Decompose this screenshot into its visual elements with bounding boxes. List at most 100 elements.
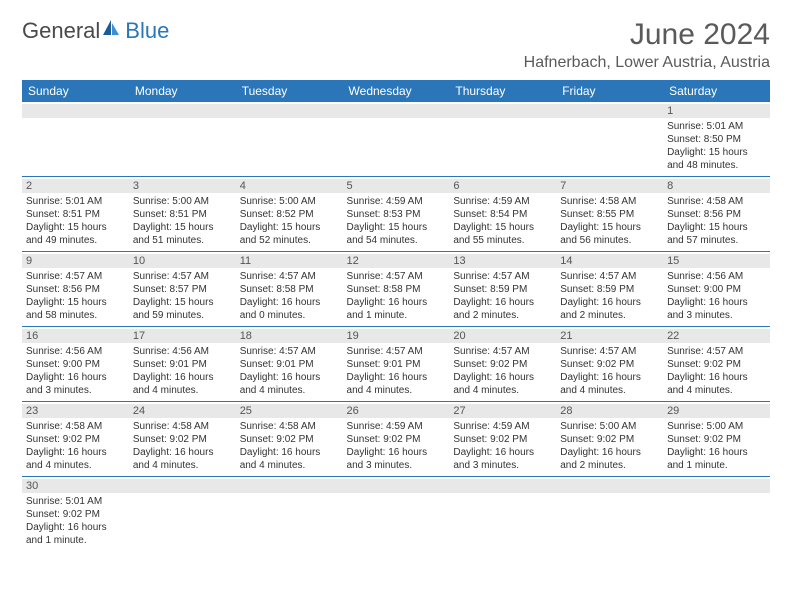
calendar-day-cell: 15 Sunrise: 4:56 AM Sunset: 9:00 PM Dayli…: [663, 252, 770, 327]
day-sun-info: Sunrise: 4:58 AM Sunset: 8:56 PM Dayligh…: [667, 195, 766, 247]
calendar-day-cell: 29 Sunrise: 5:00 AM Sunset: 9:02 PM Dayli…: [663, 402, 770, 477]
calendar-day-cell: 24Sunrise: 4:58 AM Sunset: 9:02 PM Dayli…: [129, 402, 236, 477]
day-number: 19: [343, 329, 450, 343]
weekday-header: Wednesday: [343, 80, 450, 102]
day-number: [236, 104, 343, 118]
day-number: 20: [449, 329, 556, 343]
calendar-day-cell: 18 Sunrise: 4:57 AM Sunset: 9:01 PM Dayli…: [236, 327, 343, 402]
month-title: June 2024: [524, 18, 770, 52]
day-number: 15: [663, 254, 770, 268]
weekday-header: Sunday: [22, 80, 129, 102]
day-sun-info: Sunrise: 4:59 AM Sunset: 9:02 PM Dayligh…: [347, 420, 446, 472]
calendar-day-cell: [556, 102, 663, 177]
day-sun-info: Sunrise: 4:58 AM Sunset: 9:02 PM Dayligh…: [26, 420, 125, 472]
day-number: [663, 479, 770, 493]
calendar-week-row: 16 Sunrise: 4:56 AM Sunset: 9:00 PM Dayli…: [22, 327, 770, 402]
calendar-day-cell: [129, 102, 236, 177]
day-number: 8: [663, 179, 770, 193]
calendar-day-cell: [343, 477, 450, 552]
day-number: [556, 104, 663, 118]
day-number: 18: [236, 329, 343, 343]
day-sun-info: Sunrise: 4:56 AM Sunset: 9:00 PM Dayligh…: [26, 345, 125, 397]
day-number: 14: [556, 254, 663, 268]
logo-text-1: General: [22, 18, 100, 44]
calendar-day-cell: 2 Sunrise: 5:01 AM Sunset: 8:51 PM Daylig…: [22, 177, 129, 252]
weekday-header-row: Sunday Monday Tuesday Wednesday Thursday…: [22, 80, 770, 102]
calendar-day-cell: [236, 102, 343, 177]
weekday-header: Friday: [556, 80, 663, 102]
calendar-day-cell: 5 Sunrise: 4:59 AM Sunset: 8:53 PM Daylig…: [343, 177, 450, 252]
calendar-day-cell: 14 Sunrise: 4:57 AM Sunset: 8:59 PM Dayli…: [556, 252, 663, 327]
day-number: [343, 479, 450, 493]
calendar-day-cell: [449, 102, 556, 177]
day-number: 21: [556, 329, 663, 343]
day-number: 10: [129, 254, 236, 268]
day-sun-info: Sunrise: 4:57 AM Sunset: 8:59 PM Dayligh…: [560, 270, 659, 322]
day-sun-info: Sunrise: 4:59 AM Sunset: 9:02 PM Dayligh…: [453, 420, 552, 472]
logo-sail-icon: [101, 18, 121, 44]
calendar-day-cell: 13Sunrise: 4:57 AM Sunset: 8:59 PM Dayli…: [449, 252, 556, 327]
day-sun-info: Sunrise: 5:00 AM Sunset: 9:02 PM Dayligh…: [560, 420, 659, 472]
day-sun-info: Sunrise: 4:56 AM Sunset: 9:00 PM Dayligh…: [667, 270, 766, 322]
day-sun-info: Sunrise: 5:01 AM Sunset: 9:02 PM Dayligh…: [26, 495, 125, 547]
calendar-day-cell: 10 Sunrise: 4:57 AM Sunset: 8:57 PM Dayli…: [129, 252, 236, 327]
title-block: June 2024 Hafnerbach, Lower Austria, Aus…: [524, 18, 770, 72]
day-number: 11: [236, 254, 343, 268]
day-number: 22: [663, 329, 770, 343]
day-number: 16: [22, 329, 129, 343]
day-number: 1: [663, 104, 770, 118]
day-sun-info: Sunrise: 4:59 AM Sunset: 8:54 PM Dayligh…: [453, 195, 552, 247]
day-number: 30: [22, 479, 129, 493]
day-sun-info: Sunrise: 5:00 AM Sunset: 9:02 PM Dayligh…: [667, 420, 766, 472]
day-sun-info: Sunrise: 5:01 AM Sunset: 8:51 PM Dayligh…: [26, 195, 125, 247]
calendar-week-row: 23 Sunrise: 4:58 AM Sunset: 9:02 PM Dayli…: [22, 402, 770, 477]
calendar-day-cell: 25Sunrise: 4:58 AM Sunset: 9:02 PM Dayli…: [236, 402, 343, 477]
day-sun-info: Sunrise: 4:57 AM Sunset: 8:56 PM Dayligh…: [26, 270, 125, 322]
weekday-header: Saturday: [663, 80, 770, 102]
day-number: [22, 104, 129, 118]
calendar-day-cell: 28 Sunrise: 5:00 AM Sunset: 9:02 PM Dayli…: [556, 402, 663, 477]
calendar-day-cell: [129, 477, 236, 552]
calendar-day-cell: 9Sunrise: 4:57 AM Sunset: 8:56 PM Daylig…: [22, 252, 129, 327]
day-sun-info: Sunrise: 4:57 AM Sunset: 8:58 PM Dayligh…: [347, 270, 446, 322]
day-number: 3: [129, 179, 236, 193]
day-sun-info: Sunrise: 4:57 AM Sunset: 9:01 PM Dayligh…: [240, 345, 339, 397]
calendar-day-cell: [663, 477, 770, 552]
day-sun-info: Sunrise: 4:57 AM Sunset: 8:58 PM Dayligh…: [240, 270, 339, 322]
calendar-day-cell: [22, 102, 129, 177]
calendar-day-cell: [449, 477, 556, 552]
day-number: 29: [663, 404, 770, 418]
day-number: 28: [556, 404, 663, 418]
calendar-day-cell: 19 Sunrise: 4:57 AM Sunset: 9:01 PM Dayli…: [343, 327, 450, 402]
day-number: [449, 479, 556, 493]
day-sun-info: Sunrise: 4:57 AM Sunset: 8:57 PM Dayligh…: [133, 270, 232, 322]
weekday-header: Tuesday: [236, 80, 343, 102]
day-number: 2: [22, 179, 129, 193]
day-sun-info: Sunrise: 4:58 AM Sunset: 8:55 PM Dayligh…: [560, 195, 659, 247]
day-number: 7: [556, 179, 663, 193]
calendar-day-cell: 12Sunrise: 4:57 AM Sunset: 8:58 PM Dayli…: [343, 252, 450, 327]
day-number: 5: [343, 179, 450, 193]
calendar-week-row: 2 Sunrise: 5:01 AM Sunset: 8:51 PM Daylig…: [22, 177, 770, 252]
day-number: 13: [449, 254, 556, 268]
day-number: [556, 479, 663, 493]
day-number: 23: [22, 404, 129, 418]
calendar-table: Sunday Monday Tuesday Wednesday Thursday…: [22, 80, 770, 551]
calendar-day-cell: 17Sunrise: 4:56 AM Sunset: 9:01 PM Dayli…: [129, 327, 236, 402]
calendar-day-cell: 30 Sunrise: 5:01 AM Sunset: 9:02 PM Dayli…: [22, 477, 129, 552]
day-number: 26: [343, 404, 450, 418]
calendar-day-cell: 3Sunrise: 5:00 AM Sunset: 8:51 PM Daylig…: [129, 177, 236, 252]
location: Hafnerbach, Lower Austria, Austria: [524, 54, 770, 72]
calendar-day-cell: [556, 477, 663, 552]
day-sun-info: Sunrise: 4:57 AM Sunset: 9:01 PM Dayligh…: [347, 345, 446, 397]
day-sun-info: Sunrise: 4:59 AM Sunset: 8:53 PM Dayligh…: [347, 195, 446, 247]
day-sun-info: Sunrise: 5:00 AM Sunset: 8:52 PM Dayligh…: [240, 195, 339, 247]
day-number: [343, 104, 450, 118]
day-number: 25: [236, 404, 343, 418]
day-sun-info: Sunrise: 4:57 AM Sunset: 9:02 PM Dayligh…: [560, 345, 659, 397]
calendar-day-cell: [343, 102, 450, 177]
calendar-day-cell: 6 Sunrise: 4:59 AM Sunset: 8:54 PM Daylig…: [449, 177, 556, 252]
weekday-header: Thursday: [449, 80, 556, 102]
day-number: 6: [449, 179, 556, 193]
weekday-header: Monday: [129, 80, 236, 102]
